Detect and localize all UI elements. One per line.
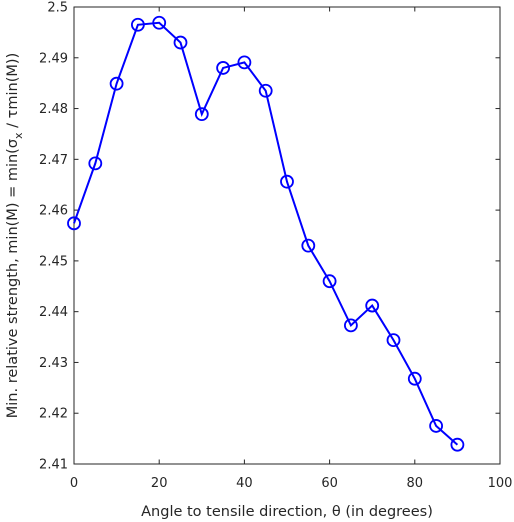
data-markers: [67, 15, 465, 452]
data-point: [152, 15, 167, 30]
data-point: [450, 437, 465, 452]
data-point: [429, 419, 444, 433]
y-tick-label: 2.44: [39, 305, 68, 320]
data-point: [130, 17, 145, 32]
y-tick-label: 2.48: [39, 102, 68, 117]
data-point: [194, 107, 209, 122]
data-point: [237, 55, 252, 70]
y-tick-label: 2.41: [39, 458, 68, 473]
data-point: [343, 318, 358, 333]
y-tick-label: 2.42: [39, 407, 68, 422]
data-point: [67, 216, 81, 231]
axis-ticks: [73, 6, 501, 465]
series-line: [73, 21, 459, 446]
x-tick-label: 100: [488, 476, 513, 491]
y-axis-label: Min. relative strength, min(M) = min(σx …: [5, 53, 25, 418]
data-point: [407, 371, 422, 386]
y-axis-label-rest: / τmin(M)): [5, 53, 21, 133]
y-tick-label: 2.46: [39, 204, 68, 219]
x-tick-label: 0: [70, 476, 78, 491]
tick-labels: 0 20 40 60 80 100 2.41 2.42 2.43 2.44 2.45 2.46 2.47…: [39, 1, 512, 492]
data-point: [365, 298, 380, 313]
y-tick-label: 2.49: [39, 51, 68, 66]
x-tick-label: 60: [321, 476, 338, 491]
y-tick-label: 2.45: [39, 254, 68, 269]
y-tick-label: 2.47: [39, 153, 68, 168]
data-point: [280, 174, 294, 189]
data-point: [216, 61, 231, 75]
y-tick-label: 2.5: [47, 1, 68, 16]
x-tick-label: 80: [407, 476, 424, 491]
y-tick-label: 2.43: [39, 356, 68, 371]
data-point: [109, 76, 124, 91]
y-axis-label-main: Min. relative strength, min(M) = min(σ: [5, 139, 21, 418]
data-point: [173, 35, 188, 50]
data-point: [258, 83, 273, 98]
x-axis-label: Angle to tensile direction, θ (in degree…: [141, 504, 433, 520]
x-tick-label: 40: [236, 476, 253, 491]
data-point: [301, 238, 316, 253]
data-point: [88, 156, 103, 171]
data-point: [322, 274, 337, 289]
x-tick-label: 20: [151, 476, 168, 491]
plot-area: [73, 6, 501, 465]
y-axis-label-subscript: x: [12, 132, 25, 139]
data-point: [386, 333, 401, 348]
